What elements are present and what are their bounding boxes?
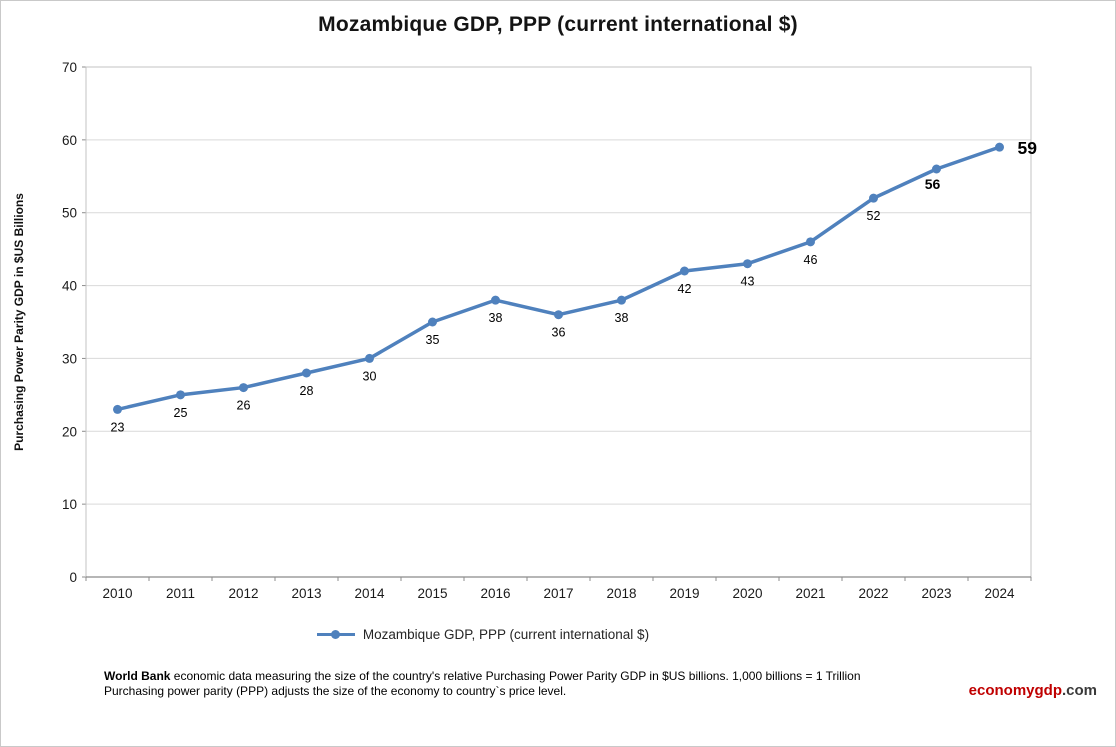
data-label: 30 xyxy=(363,369,377,383)
x-axis-tick-label: 2012 xyxy=(228,586,258,601)
data-label: 23 xyxy=(111,420,125,434)
data-label: 25 xyxy=(174,406,188,420)
data-label: 52 xyxy=(867,209,881,223)
data-label: 38 xyxy=(615,311,629,325)
data-point-marker xyxy=(869,193,878,203)
brand-link[interactable]: economygdp.com xyxy=(969,682,1097,699)
y-axis-tick-label: 20 xyxy=(62,424,77,439)
data-point-marker xyxy=(617,295,626,305)
data-label: 59 xyxy=(1018,138,1038,158)
x-axis-tick-label: 2017 xyxy=(543,586,573,601)
y-axis-tick-label: 10 xyxy=(62,497,77,512)
gdp-line xyxy=(115,145,1002,412)
x-axis-tick-label: 2011 xyxy=(166,586,195,601)
data-label: 46 xyxy=(804,253,818,267)
footer-source: World Bank xyxy=(104,669,171,683)
data-point-marker xyxy=(113,404,122,414)
data-point-marker xyxy=(365,353,374,363)
x-axis-tick-label: 2016 xyxy=(480,586,510,601)
x-axis-tick-label: 2019 xyxy=(669,586,699,601)
x-axis-tick-label: 2014 xyxy=(354,586,385,601)
x-axis-tick-label: 2015 xyxy=(417,586,447,601)
x-axis-tick-label: 2018 xyxy=(606,586,636,601)
data-point-marker xyxy=(932,164,941,174)
legend-dot-icon xyxy=(330,629,340,639)
brand-tld[interactable]: .com xyxy=(1061,682,1097,699)
line-chart: 0 10 20 30 40 50 60 70 2010 2011 2012 2013 2014 2015 2… xyxy=(12,60,1038,601)
x-axis-tick-label: 2021 xyxy=(795,586,825,601)
data-point-marker xyxy=(491,295,500,305)
data-point-marker xyxy=(806,237,815,247)
y-axis-tick-label: 70 xyxy=(62,60,77,75)
data-label: 26 xyxy=(237,399,251,413)
y-axis-tick-label: 60 xyxy=(62,133,77,148)
data-point-marker xyxy=(428,317,437,327)
legend-line-marker-icon xyxy=(316,629,355,639)
chart-title: Mozambique GDP, PPP (current internation… xyxy=(318,13,798,36)
y-axis-title: Purchasing Power Parity GDP in $US Billi… xyxy=(12,193,26,451)
data-label: 36 xyxy=(552,326,566,340)
x-axis-tick-label: 2013 xyxy=(291,586,321,601)
legend-label: Mozambique GDP, PPP (current internation… xyxy=(362,626,650,642)
data-label: 42 xyxy=(678,282,692,296)
brand-name[interactable]: economygdp xyxy=(968,682,1062,699)
y-axis-tick-label: 40 xyxy=(62,279,77,294)
footer-line1: economic data measuring the size of the … xyxy=(170,669,861,683)
x-axis-tick-label: 2020 xyxy=(732,586,762,601)
data-point-marker xyxy=(239,383,248,393)
data-label: 56 xyxy=(925,176,941,192)
y-axis-tick-label: 0 xyxy=(69,570,77,585)
data-label: 43 xyxy=(741,275,755,289)
chart-legend: Mozambique GDP, PPP (current internation… xyxy=(1,625,1040,643)
x-axis-tick-label: 2022 xyxy=(858,586,888,601)
footer-description: World Bank economic data measuring the s… xyxy=(104,669,919,699)
data-point-marker xyxy=(302,368,311,378)
data-point-marker xyxy=(743,259,752,269)
data-point-marker xyxy=(554,310,563,320)
plot-border xyxy=(85,66,1032,578)
data-point-marker xyxy=(995,142,1004,152)
data-point-marker xyxy=(176,390,185,400)
data-point-marker xyxy=(680,266,689,276)
footer: World Bank economic data measuring the s… xyxy=(1,669,1115,699)
x-axis-tick-label: 2010 xyxy=(102,586,132,601)
footer-line2: Purchasing power parity (PPP) adjusts th… xyxy=(104,684,567,698)
data-label: 35 xyxy=(426,333,440,347)
data-label: 28 xyxy=(300,384,314,398)
x-axis-tick-label: 2024 xyxy=(984,586,1015,601)
x-axis-tick-label: 2023 xyxy=(921,586,951,601)
y-axis-tick-label: 30 xyxy=(62,351,77,366)
y-axis-tick-label: 50 xyxy=(62,206,77,221)
data-label: 38 xyxy=(489,311,503,325)
